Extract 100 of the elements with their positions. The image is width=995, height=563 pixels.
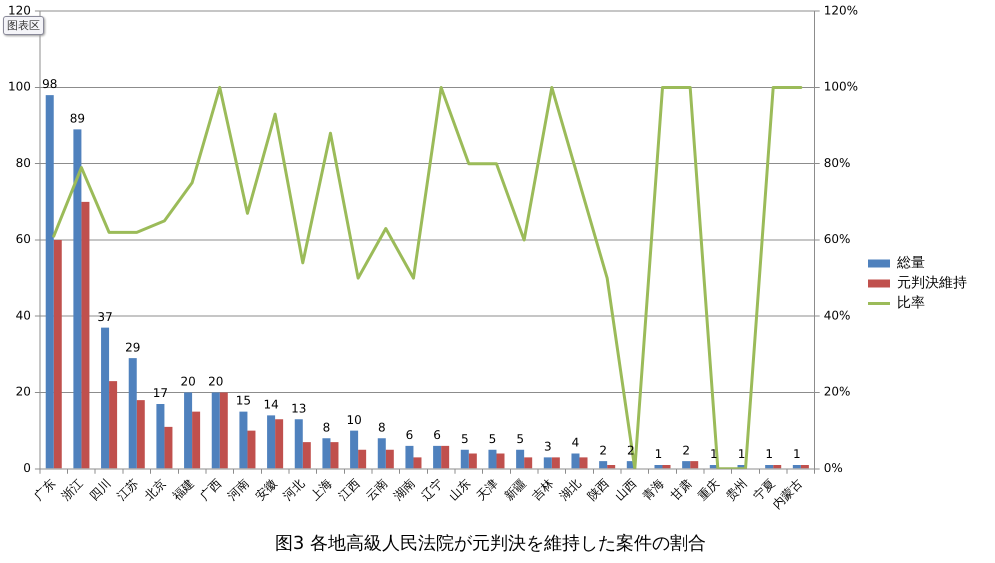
data-label: 13	[291, 401, 306, 416]
data-label: 4	[572, 436, 580, 450]
bar	[322, 438, 330, 468]
data-label: 2	[599, 443, 607, 458]
bar	[46, 95, 54, 468]
bar	[184, 392, 192, 468]
bar	[682, 461, 690, 468]
bar	[239, 412, 248, 468]
x-tick-label: 新疆	[502, 476, 528, 504]
bar	[441, 446, 450, 468]
x-tick-label: 江西	[336, 476, 362, 504]
x-tick-label: 天津	[474, 476, 501, 504]
data-label: 98	[42, 77, 58, 92]
bar	[599, 461, 608, 468]
x-tick-label: 贵州	[722, 476, 750, 504]
x-tick-label: 山东	[446, 476, 474, 504]
data-label: 20	[208, 374, 224, 389]
x-tick-label: 河北	[280, 476, 308, 504]
y2-tick-label: 40%	[824, 308, 850, 322]
x-tick-label: 江苏	[114, 476, 142, 504]
bar	[378, 438, 386, 468]
bar	[358, 450, 366, 468]
bar	[247, 430, 256, 468]
x-tick-label: 青海	[640, 476, 667, 504]
y-tick-label: 120	[8, 3, 31, 18]
legend-label: 比率	[897, 295, 925, 312]
x-tick-label: 广西	[197, 476, 224, 504]
y2-tick-label: 20%	[824, 384, 850, 399]
x-tick-label: 辽宁	[418, 476, 446, 504]
bar	[192, 412, 200, 468]
bar	[579, 457, 588, 468]
bar	[350, 430, 358, 468]
bar	[164, 426, 172, 468]
bar	[662, 464, 671, 468]
data-label: 6	[406, 428, 414, 442]
x-tick-label: 湖北	[556, 476, 584, 504]
x-tick-label: 吉林	[529, 476, 556, 504]
bar	[386, 450, 394, 468]
data-label: 5	[516, 432, 524, 446]
bar	[302, 442, 311, 468]
bar	[405, 446, 414, 468]
x-tick-label: 广东	[31, 476, 58, 504]
data-label: 1	[738, 447, 746, 462]
data-label: 6	[433, 428, 441, 442]
y2-tick-label: 60%	[824, 232, 850, 246]
bar	[81, 202, 90, 468]
bar	[468, 454, 477, 468]
x-tick-label: 云南	[363, 476, 390, 504]
data-label: 1	[654, 447, 662, 462]
bar	[460, 450, 469, 468]
text: 图3 各地高級人民法院が元判決を維持した案件の割合	[274, 532, 706, 554]
data-label: 89	[70, 112, 86, 126]
data-label: 8	[322, 420, 330, 434]
y-tick-label: 100	[8, 80, 31, 94]
y-tick-label: 0	[23, 460, 31, 475]
bar	[433, 446, 442, 468]
data-label: 20	[180, 374, 196, 389]
y2-tick-label: 80%	[824, 156, 850, 170]
bar	[413, 457, 422, 468]
bar	[488, 450, 496, 468]
x-tick-label: 福建	[170, 476, 196, 504]
x-tick-label: 甘肃	[668, 476, 695, 504]
x-tick-label: 四川	[86, 476, 114, 504]
bar	[156, 404, 164, 468]
data-label: 15	[236, 394, 252, 408]
bar	[275, 419, 284, 468]
y-tick-label: 80	[16, 156, 31, 170]
bar	[294, 419, 303, 468]
x-tick-label: 湖南	[390, 476, 418, 504]
y2-tick-label: 100%	[824, 80, 858, 94]
data-label: 1	[793, 447, 801, 462]
bar	[220, 392, 228, 468]
bar	[73, 129, 82, 468]
data-label: 10	[346, 412, 362, 427]
bar	[607, 464, 616, 468]
x-tick-label: 重庆	[695, 476, 722, 504]
bar	[571, 454, 580, 468]
y2-tick-label: 0%	[824, 460, 843, 475]
bar	[330, 442, 338, 468]
bar	[690, 461, 698, 468]
bar	[267, 415, 276, 468]
bar	[765, 464, 774, 468]
bar	[54, 240, 62, 468]
x-tick-label: 山西	[612, 476, 640, 504]
bar	[128, 358, 137, 468]
x-tick-label: 浙江	[58, 476, 86, 504]
bar	[109, 381, 118, 468]
y2-tick-label: 120%	[824, 3, 858, 18]
bar	[136, 400, 145, 468]
text: 图表区	[3, 16, 44, 35]
data-label: 8	[378, 420, 386, 434]
bar	[101, 328, 110, 468]
x-tick-label: 安徽	[252, 476, 280, 504]
x-tick-label: 陕西	[584, 476, 612, 504]
data-label: 5	[488, 432, 496, 446]
data-label: 17	[152, 386, 168, 400]
data-label: 14	[263, 398, 279, 412]
bar	[496, 454, 504, 468]
data-label: 29	[125, 340, 140, 354]
x-tick-label: 河南	[224, 476, 252, 504]
